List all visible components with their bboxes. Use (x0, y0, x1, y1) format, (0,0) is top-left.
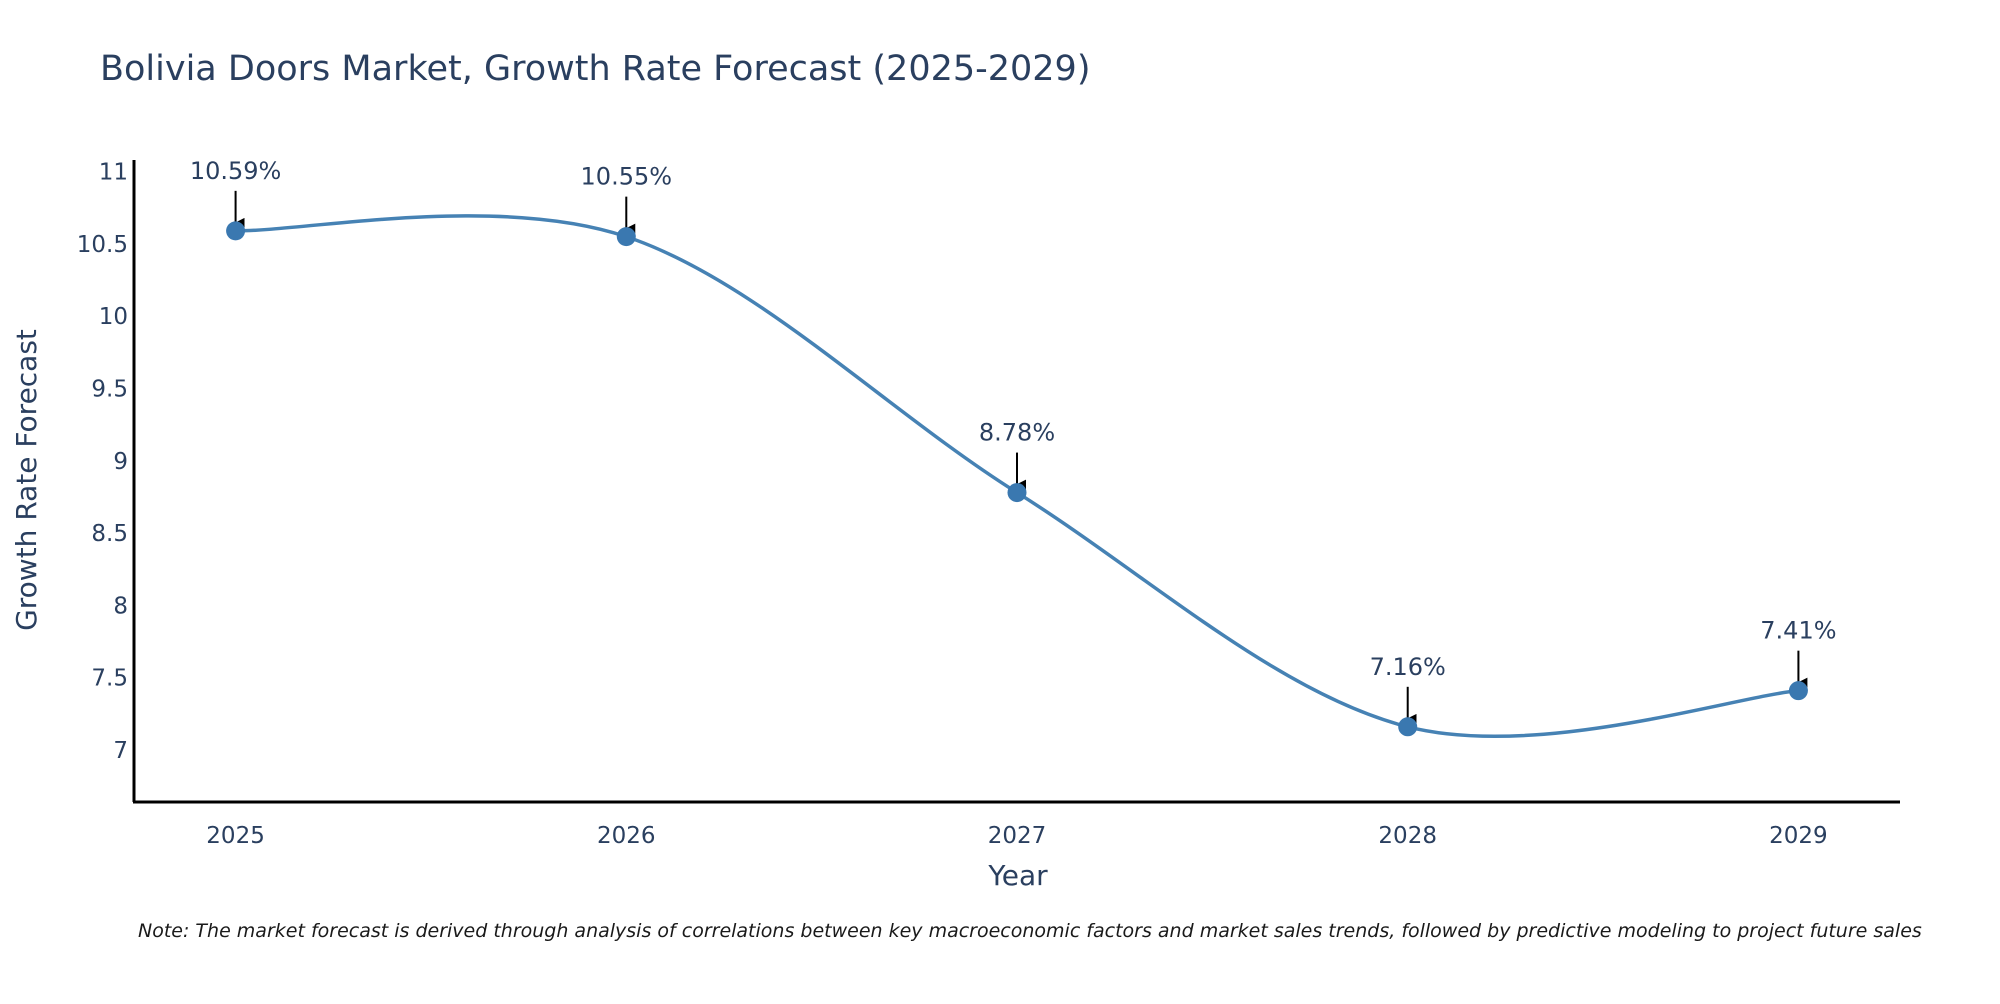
x-tick-label: 2027 (988, 823, 1047, 849)
chart-title: Bolivia Doors Market, Growth Rate Foreca… (100, 49, 1090, 89)
data-markers (226, 221, 1808, 737)
x-tick-label: 2025 (206, 823, 265, 849)
y-tick-label: 8.5 (91, 521, 128, 547)
y-tick-label: 9.5 (91, 376, 128, 402)
footnote: Note: The market forecast is derived thr… (138, 920, 1922, 942)
data-label: 10.59% (190, 157, 282, 185)
data-point-marker[interactable] (226, 221, 246, 241)
x-tick-label: 2029 (1769, 823, 1828, 849)
y-tick-label: 8 (113, 593, 128, 619)
y-axis-title: Growth Rate Forecast (10, 329, 43, 631)
y-tick-label: 7 (113, 738, 128, 764)
y-tick-label: 11 (99, 160, 128, 186)
x-tick-label: 2028 (1378, 823, 1437, 849)
y-axis-ticks: 7 7.5 8 8.5 9 9.5 10 10.5 11 (77, 160, 128, 764)
x-tick-label: 2026 (597, 823, 656, 849)
data-label: 10.55% (581, 163, 673, 191)
y-tick-label: 9 (113, 449, 128, 475)
data-point-marker[interactable] (1398, 717, 1418, 737)
x-axis-title: Year (987, 859, 1048, 892)
data-label: 7.41% (1760, 617, 1836, 645)
y-tick-label: 7.5 (91, 666, 128, 692)
y-tick-label: 10.5 (77, 232, 128, 258)
data-point-marker[interactable] (616, 227, 636, 247)
x-axis-ticks: 2025 2026 2027 2028 2029 (206, 823, 1827, 849)
data-label: 7.16% (1370, 653, 1446, 681)
data-annotations: 10.59% 10.55% 8.78% 7.16% 7.41% (190, 157, 1837, 724)
data-label: 8.78% (979, 419, 1055, 447)
data-point-marker[interactable] (1788, 681, 1808, 701)
y-tick-label: 10 (99, 304, 128, 330)
data-point-marker[interactable] (1007, 483, 1027, 503)
